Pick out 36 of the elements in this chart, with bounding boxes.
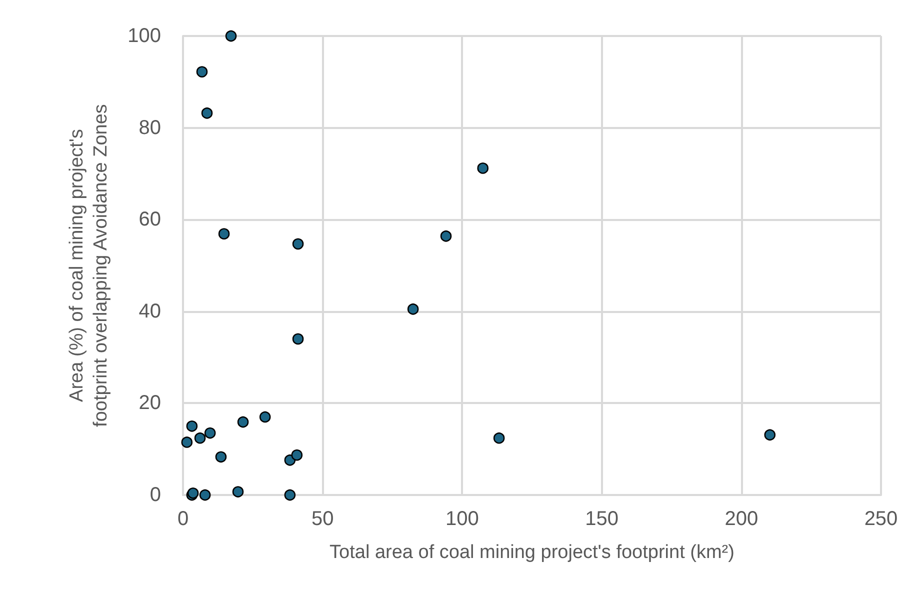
point bbox=[291, 449, 303, 461]
point bbox=[215, 451, 227, 463]
y-tick-label: 40 bbox=[138, 300, 161, 322]
y-tick-label: 80 bbox=[138, 116, 161, 139]
point bbox=[225, 30, 237, 42]
point bbox=[292, 333, 304, 345]
x-tick-label: 0 bbox=[177, 508, 189, 530]
y-tick-label: 20 bbox=[138, 392, 161, 414]
x-tick-label: 200 bbox=[724, 508, 758, 530]
x-tick-label: 50 bbox=[311, 508, 334, 530]
point bbox=[477, 162, 489, 174]
point bbox=[237, 416, 249, 428]
point bbox=[232, 486, 244, 498]
point bbox=[196, 66, 208, 78]
y-tick-label: 0 bbox=[150, 484, 161, 506]
point bbox=[407, 303, 419, 315]
point bbox=[199, 489, 211, 501]
point bbox=[218, 228, 230, 240]
point bbox=[181, 436, 193, 448]
x-tick-label: 100 bbox=[446, 508, 479, 530]
point bbox=[493, 432, 505, 444]
point bbox=[194, 432, 206, 444]
y-axis-title: Area (%) of coal mining project's footprint overlapping Avoidance Zones bbox=[66, 104, 112, 427]
y-tick-label: 100 bbox=[128, 25, 161, 47]
point bbox=[204, 427, 216, 439]
point bbox=[201, 107, 213, 119]
point bbox=[259, 411, 271, 423]
y-tick-label: 60 bbox=[138, 208, 161, 231]
point bbox=[764, 429, 776, 441]
x-tick-label: 150 bbox=[585, 508, 618, 530]
point bbox=[186, 420, 198, 432]
point bbox=[292, 238, 304, 250]
point bbox=[440, 230, 452, 242]
x-tick-label: 250 bbox=[864, 508, 898, 530]
x-axis-title: Total area of coal mining project's footprint (km²) bbox=[330, 542, 734, 563]
point bbox=[284, 489, 296, 501]
